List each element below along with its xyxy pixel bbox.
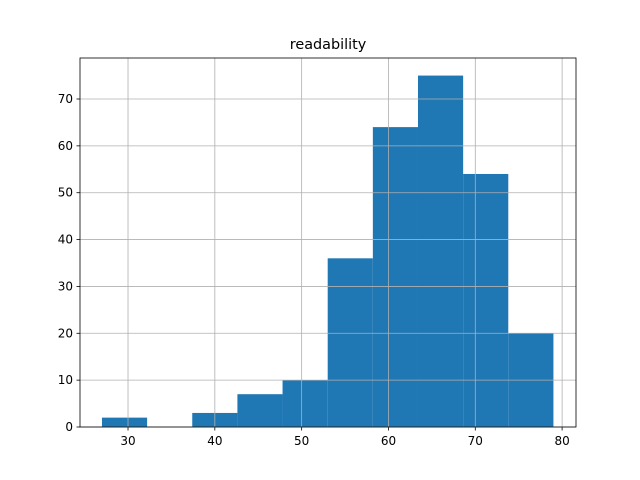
y-tick-label: 70 [58, 92, 73, 106]
bar [372, 127, 418, 427]
y-tick-label: 40 [58, 233, 73, 247]
axes-frame [79, 57, 577, 428]
x-tick-label: 50 [294, 434, 309, 448]
y-tick-label: 20 [58, 326, 73, 340]
bar [282, 380, 328, 427]
y-tick-label: 60 [58, 139, 73, 153]
x-tick-label: 40 [207, 434, 222, 448]
x-tick-label: 80 [554, 434, 569, 448]
x-tick-label: 60 [381, 434, 396, 448]
y-tick-label: 10 [58, 373, 73, 387]
y-tick-label: 50 [58, 186, 73, 200]
bar [417, 75, 464, 428]
x-tick-label: 30 [120, 434, 135, 448]
bar [463, 173, 509, 427]
y-tick-label: 0 [65, 420, 73, 434]
y-tick-label: 30 [58, 279, 73, 293]
bar [101, 417, 148, 427]
bar [237, 394, 283, 427]
bar [327, 258, 373, 427]
x-tick-label: 70 [468, 434, 483, 448]
chart-title: readability [290, 37, 367, 53]
